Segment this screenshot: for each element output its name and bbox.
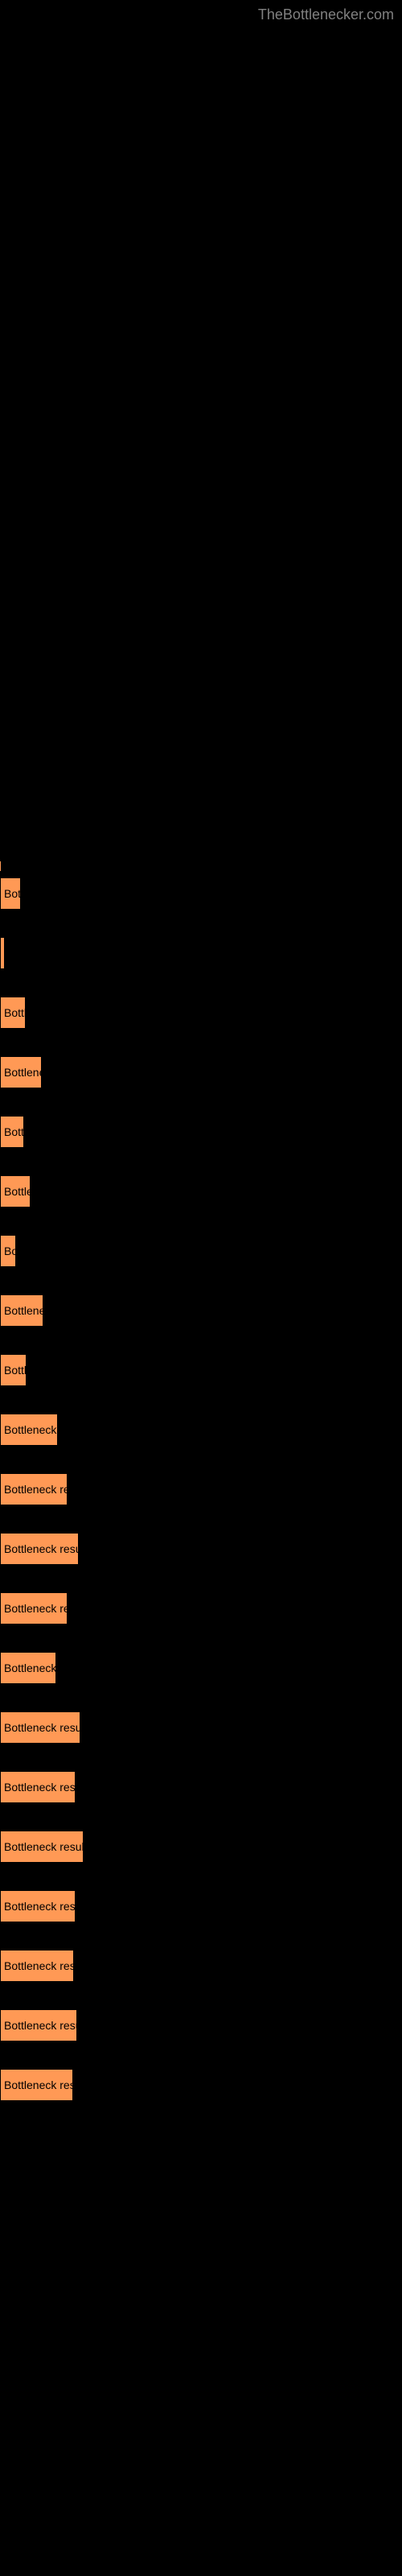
bar-row: Bottleneck result — [0, 2069, 402, 2101]
bar-row: Bottleneck result f — [0, 1831, 402, 1863]
bar-row: Bottleneck re — [0, 1414, 402, 1446]
bar-row: Bottlenec — [0, 1056, 402, 1088]
bar-row: Bottleneck resu — [0, 1592, 402, 1624]
bar: Bottleneck resu — [0, 1592, 68, 1624]
bar-row — [0, 937, 402, 969]
bar: Bottle — [0, 1354, 27, 1386]
bar-row: Bottleneck result — [0, 1771, 402, 1803]
bar: Bottleneck results — [0, 1533, 79, 1565]
bar-row: Bot — [0, 877, 402, 910]
bar: Bottleneck re — [0, 1414, 58, 1446]
bar: Bottleneck result — [0, 1771, 76, 1803]
bar-row: Bottleneck results — [0, 1711, 402, 1744]
bar-row: Bottle — [0, 997, 402, 1029]
bar: Bottleneck result — [0, 2069, 73, 2101]
bar: Bottleneck result — [0, 1950, 74, 1982]
bar-row: Bottleneck resu — [0, 1473, 402, 1505]
bar — [0, 937, 5, 969]
bar-row: Bottle — [0, 1354, 402, 1386]
bar: Bottleneck result — [0, 2009, 77, 2041]
bar: Bottlen — [0, 1175, 31, 1208]
bar: Bottleneck re — [0, 1652, 56, 1684]
bar: Bottleneck result f — [0, 1831, 84, 1863]
bar: Bottleneck results — [0, 1711, 80, 1744]
bar: Bottlenec — [0, 1294, 43, 1327]
bar-row: Bottlen — [0, 1175, 402, 1208]
bar: Bottlenec — [0, 1056, 42, 1088]
bar: Bo — [0, 1235, 16, 1267]
y-axis-line — [0, 861, 1, 871]
bar-chart: Bot Bottle Bottlenec Bottle Bottlen Bo Bottlen… — [0, 877, 402, 2128]
bar: Bottleneck resu — [0, 1473, 68, 1505]
bar-row: Bottleneck result — [0, 1950, 402, 1982]
bar: Bottle — [0, 997, 26, 1029]
bar-row: Bottleneck results — [0, 1533, 402, 1565]
bar: Bottle — [0, 1116, 24, 1148]
bar: Bottleneck result — [0, 1890, 76, 1922]
bar-row: Bo — [0, 1235, 402, 1267]
bar-row: Bottle — [0, 1116, 402, 1148]
bar-row: Bottleneck result — [0, 2009, 402, 2041]
watermark-text: TheBottlenecker.com — [258, 6, 394, 23]
bar-row: Bottleneck re — [0, 1652, 402, 1684]
bar-row: Bottlenec — [0, 1294, 402, 1327]
bar: Bot — [0, 877, 21, 910]
bar-row: Bottleneck result — [0, 1890, 402, 1922]
